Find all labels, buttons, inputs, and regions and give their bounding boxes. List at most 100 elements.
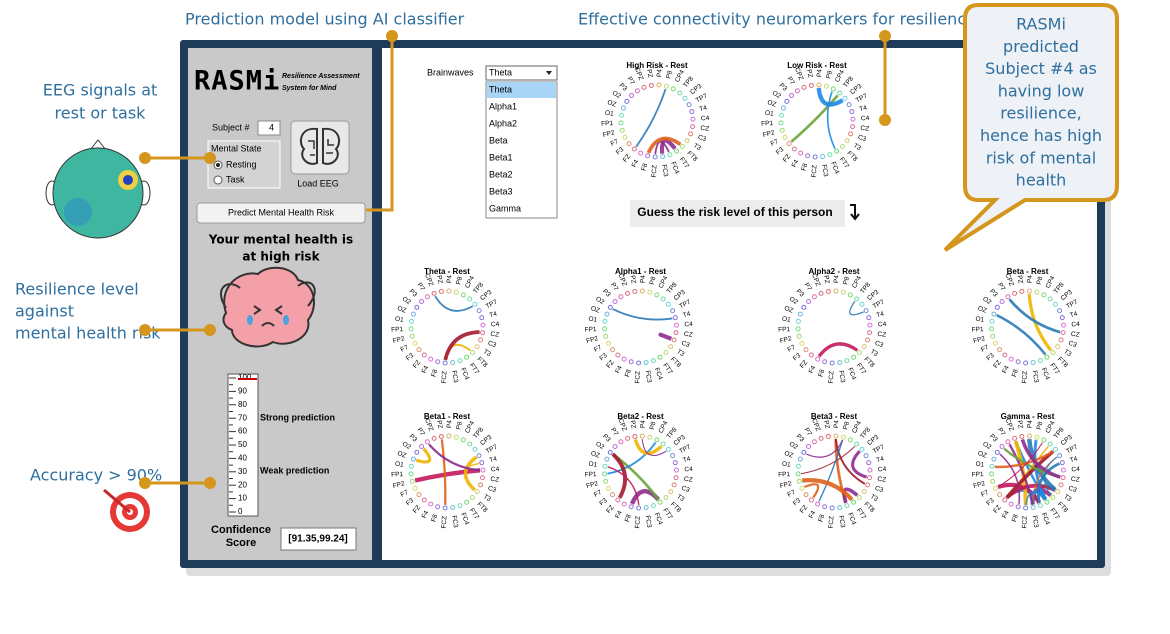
node — [416, 492, 422, 498]
predict-button[interactable] — [196, 202, 366, 224]
electrode: FP1 — [778, 471, 791, 479]
node — [989, 318, 995, 324]
node — [442, 360, 448, 366]
electrode: C4 — [861, 115, 870, 122]
electrode: F3 — [985, 497, 996, 507]
node — [1047, 441, 1053, 447]
option[interactable]: Beta3 — [489, 186, 513, 196]
node — [421, 352, 427, 358]
node — [457, 358, 463, 364]
node — [825, 288, 831, 294]
electrode: TP7 — [1065, 299, 1079, 311]
electrode: F7 — [787, 344, 797, 354]
node — [851, 354, 857, 360]
predict-label: Predict Mental Health Risk — [228, 207, 335, 217]
node — [478, 482, 484, 488]
electrode: P7 — [803, 427, 813, 438]
electrode: F8 — [624, 368, 633, 378]
electrode: P3 — [601, 288, 612, 299]
node — [1055, 489, 1061, 495]
node — [628, 359, 634, 365]
tear — [247, 315, 253, 325]
option[interactable]: Beta1 — [489, 152, 513, 162]
node — [632, 288, 638, 294]
electrode: FC3 — [450, 515, 459, 529]
electrode: FP2 — [586, 335, 600, 345]
electrode: FCZ — [811, 165, 819, 178]
electrode: O2 — [788, 296, 799, 307]
node — [1052, 446, 1058, 452]
option[interactable]: Beta2 — [489, 169, 513, 179]
node — [850, 124, 856, 130]
electrode: P4 — [640, 420, 647, 429]
plot-title: Gamma - Rest — [1001, 412, 1055, 421]
option[interactable]: Beta — [489, 135, 508, 145]
node — [605, 485, 611, 491]
node — [1015, 359, 1021, 365]
electrode: F7 — [593, 489, 603, 499]
subject-input[interactable] — [257, 120, 281, 136]
node — [677, 90, 683, 96]
nose — [89, 139, 107, 151]
dropdown[interactable] — [485, 65, 558, 81]
node — [797, 456, 803, 462]
plot-title: Beta3 - Rest — [811, 412, 858, 421]
electrode: T4 — [699, 104, 709, 113]
node — [446, 433, 452, 439]
option[interactable]: Gamma — [489, 203, 521, 213]
node — [621, 501, 627, 507]
node — [464, 354, 470, 360]
gauge-tick-label: 50 — [238, 440, 247, 449]
node — [1057, 308, 1063, 314]
electrode: F8 — [430, 513, 439, 523]
electrode: T4 — [682, 310, 692, 319]
radio-label: Task — [226, 174, 245, 184]
connection — [997, 442, 1043, 488]
radio[interactable] — [213, 175, 223, 185]
node — [409, 478, 415, 484]
electrode: FC3 — [820, 164, 829, 178]
electrode: FZ — [412, 359, 422, 370]
electrode: P8 — [825, 70, 834, 80]
eeg-hot — [123, 175, 133, 185]
node — [476, 453, 482, 459]
node — [856, 349, 862, 355]
electrode: CZ — [683, 476, 693, 484]
weak-label: Weak prediction — [260, 465, 329, 475]
electrode: FCZ — [441, 371, 449, 384]
node — [815, 501, 821, 507]
mental-state: Mental State — [211, 143, 262, 153]
node — [625, 290, 631, 296]
node — [991, 456, 997, 462]
brain-cartoon — [220, 266, 316, 348]
electrode: CPZ — [423, 273, 434, 288]
node — [480, 467, 486, 473]
option[interactable]: Alpha1 — [489, 101, 517, 111]
load-button[interactable] — [290, 120, 350, 175]
connection — [804, 483, 820, 499]
option[interactable]: Theta — [489, 84, 512, 94]
node — [854, 441, 860, 447]
node — [1002, 497, 1008, 503]
node — [859, 301, 865, 307]
connection — [1008, 443, 1034, 505]
electrode: PZ — [1016, 420, 1024, 429]
electrode: T3 — [482, 493, 492, 503]
option[interactable]: Alpha2 — [489, 118, 517, 128]
node — [431, 435, 437, 441]
node — [668, 344, 674, 350]
node — [823, 83, 829, 89]
node — [603, 333, 609, 339]
electrode: F3 — [792, 497, 803, 507]
electrode: P3 — [618, 82, 629, 93]
electrode: F8 — [817, 513, 826, 523]
node — [991, 311, 997, 317]
node — [990, 478, 996, 484]
electrode: PZ — [822, 420, 830, 429]
electrode: F4 — [808, 364, 818, 374]
annotation: EEG signals at — [43, 81, 158, 100]
electrode: CPZ — [810, 273, 821, 288]
electrode: P3 — [988, 288, 999, 299]
node — [424, 439, 430, 445]
electrode: CZ — [877, 331, 887, 339]
